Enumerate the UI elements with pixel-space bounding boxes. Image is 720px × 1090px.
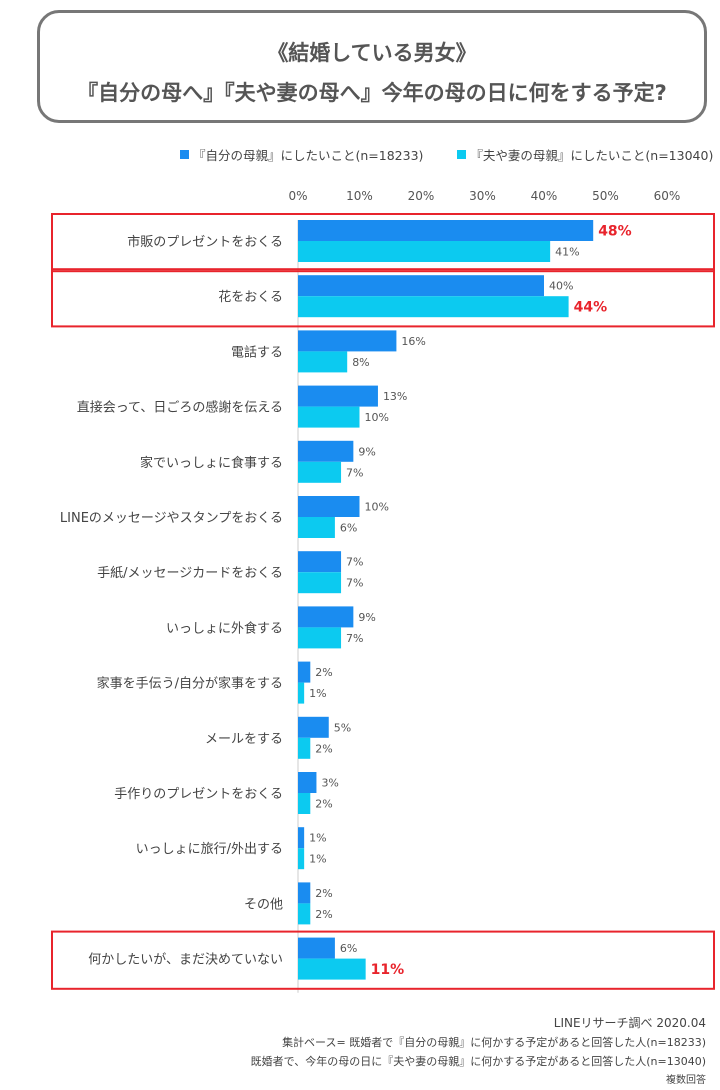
bar-own-mother [298, 606, 354, 628]
x-tick-label: 40% [531, 189, 558, 203]
category-label: 直接会って、日ごろの感謝を伝える [77, 400, 283, 416]
data-label: 8% [352, 356, 369, 369]
data-label: 11% [371, 962, 405, 978]
highlight-frame [51, 930, 715, 990]
data-label: 7% [346, 466, 363, 479]
bar-own-mother [298, 440, 354, 462]
data-label: 10% [365, 411, 389, 424]
category-label: 市販のプレゼントをおくる [127, 234, 283, 250]
bar-chart: 0% 10% 20% 30% 40% 50% 60% 市販のプレゼントをおくる 48% 41% 花を… [51, 189, 715, 993]
bar-spouse-mother [298, 848, 305, 870]
bar-spouse-mother [298, 572, 342, 594]
bar-own-mother [298, 772, 317, 793]
bar-own-mother [298, 330, 397, 352]
bar-own-mother [298, 220, 594, 241]
x-tick-label: 10% [346, 189, 373, 203]
category-label: 電話する [231, 344, 283, 360]
category-label: メールをする [205, 732, 283, 747]
chart-subtitle: 『自分の母へ』『夫や妻の母へ』今年の母の日に何をする予定? [77, 81, 667, 105]
legend: 『自分の母親』にしたいこと(n=18233) 『夫や妻の母親』にしたいこと(n=… [180, 145, 720, 164]
x-tick-label: 30% [469, 189, 496, 203]
bar-spouse-mother [298, 958, 366, 980]
highlight-frame [51, 268, 715, 328]
bar-spouse-mother [298, 461, 342, 483]
bar-spouse-mother [298, 241, 551, 262]
bar-own-mother [298, 496, 360, 517]
category-label: 花をおくる [218, 289, 283, 305]
highlight-frame [51, 213, 715, 273]
base-note-2: 既婚者で、今年の母の日に『夫や妻の母親』に何かする予定があると回答した人(n=1… [250, 1055, 706, 1068]
bar-spouse-mother [298, 406, 360, 428]
bar-spouse-mother [298, 682, 305, 704]
category-label: その他 [244, 897, 283, 912]
bar-own-mother [298, 827, 305, 849]
bar-spouse-mother [298, 737, 311, 759]
data-label: 3% [321, 777, 338, 790]
data-label: 9% [358, 611, 375, 624]
data-label: 2% [315, 742, 332, 755]
data-label: 40% [549, 280, 573, 293]
x-tick-label: 20% [408, 189, 435, 203]
legend-label-own-mother: 『自分の母親』にしたいこと(n=18233) [193, 148, 424, 163]
x-tick-label: 50% [592, 189, 619, 203]
data-label: 9% [358, 445, 375, 458]
bar-spouse-mother [298, 793, 311, 814]
data-label: 1% [309, 853, 326, 866]
x-tick-label: 60% [654, 189, 681, 203]
base-note-1: 集計ベース= 既婚者で『自分の母親』に何かする予定があると回答した人(n=182… [282, 1036, 706, 1049]
footer: LINEリサーチ調べ 2020.04 集計ベース= 既婚者で『自分の母親』に何か… [251, 1014, 706, 1090]
category-label: 家事を手伝う/自分が家事をする [97, 676, 283, 692]
legend-swatch-own-mother [180, 150, 189, 159]
data-label: 7% [346, 632, 363, 645]
category-label: 家でいっしょに食事する [140, 455, 283, 471]
bar-own-mother [298, 661, 311, 683]
chart-title: 《結婚している男女》 [267, 41, 477, 65]
data-label: 16% [401, 335, 425, 348]
data-label: 7% [346, 577, 363, 590]
legend-label-spouse-mother: 『夫や妻の母親』にしたいこと(n=13040) [470, 148, 714, 163]
category-label: 手作りのプレゼントをおくる [114, 787, 283, 802]
data-label: 2% [315, 798, 332, 811]
bar-own-mother [298, 716, 329, 738]
legend-swatch-spouse-mother [457, 150, 467, 159]
data-label: 2% [315, 908, 332, 921]
data-label: 10% [365, 501, 389, 514]
bar-spouse-mother [298, 903, 311, 925]
bar-own-mother [298, 937, 335, 959]
category-label: 何かしたいが、まだ決めていない [88, 952, 283, 968]
bar-spouse-mother [298, 517, 335, 538]
legend-item-spouse-mother: 『夫や妻の母親』にしたいこと(n=13040) [457, 145, 713, 164]
legend-item-own-mother: 『自分の母親』にしたいこと(n=18233) [180, 145, 423, 164]
category-label: いっしょに旅行/外出する [136, 842, 283, 857]
bar-spouse-mother [298, 351, 348, 373]
bar-spouse-mother [298, 296, 569, 318]
multiple-answer-note: 複数回答 [666, 1075, 706, 1086]
bar-own-mother [298, 551, 342, 573]
bar-own-mother [298, 275, 544, 297]
category-label: いっしょに外食する [166, 620, 283, 636]
category-label: LINEのメッセージやスタンプをおくる [60, 511, 283, 526]
data-label: 2% [315, 887, 332, 900]
category-label: 手紙/メッセージカードをおくる [97, 566, 283, 581]
title-box: 《結婚している男女》 『自分の母へ』『夫や妻の母へ』今年の母の日に何をする予定? [37, 10, 707, 123]
data-label: 1% [309, 832, 326, 845]
x-tick-label: 0% [288, 189, 307, 203]
bar-spouse-mother [298, 627, 342, 649]
data-label: 2% [315, 666, 332, 679]
data-label: 6% [340, 522, 357, 535]
data-label: 5% [334, 721, 351, 734]
data-label: 41% [555, 246, 579, 259]
data-label: 7% [346, 556, 363, 569]
data-label: 13% [383, 390, 407, 403]
source-note: LINEリサーチ調べ 2020.04 [553, 1016, 706, 1030]
data-label: 6% [340, 942, 357, 955]
data-label: 44% [574, 300, 608, 316]
bar-own-mother [298, 385, 378, 407]
data-label: 48% [598, 224, 632, 240]
bar-own-mother [298, 882, 311, 904]
data-label: 1% [309, 687, 326, 700]
